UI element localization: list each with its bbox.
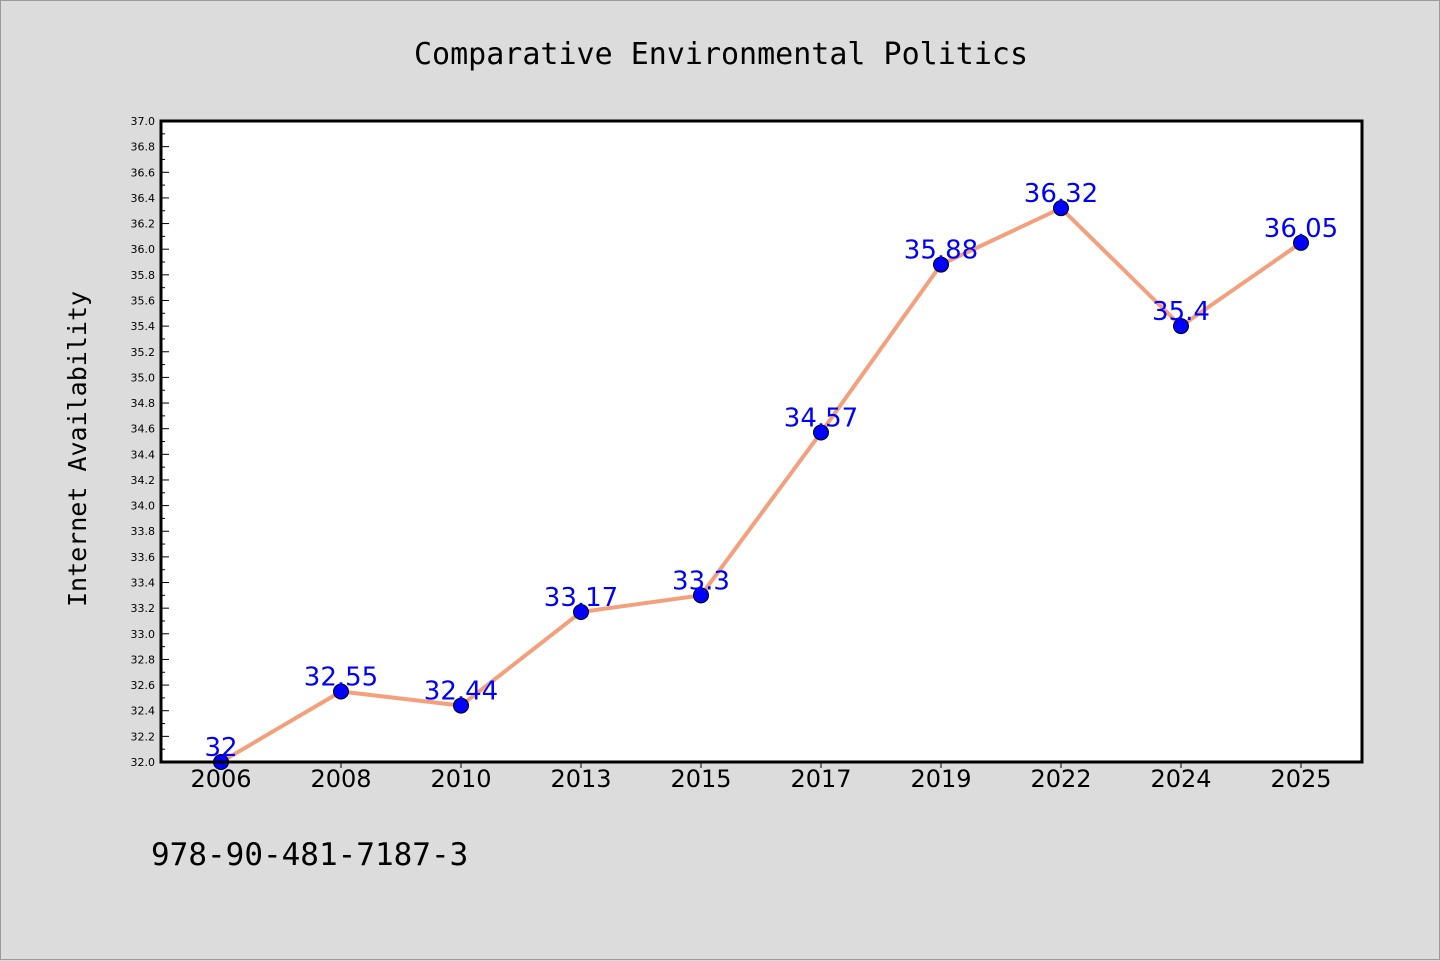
x-tick-label: 2024: [1150, 765, 1211, 793]
y-tick-label: 32.6: [131, 679, 156, 692]
data-point: [1293, 234, 1309, 251]
data-label: 33.3: [672, 566, 730, 596]
y-tick-label: 35.4: [131, 320, 156, 333]
data-label: 34.57: [784, 404, 858, 434]
data-point: [693, 587, 709, 604]
y-tick-label: 33.0: [131, 628, 156, 641]
x-tick-label: 2008: [310, 765, 371, 793]
plot-border: [159, 119, 1364, 764]
y-tick-label: 36.2: [131, 218, 156, 231]
x-tick-label: 2013: [550, 765, 611, 793]
x-tick-label: 2022: [1030, 765, 1091, 793]
data-label: 32.55: [304, 662, 378, 692]
data-point: [453, 697, 469, 714]
y-tick-label: 36.6: [131, 166, 156, 179]
x-tick-label: 2010: [430, 765, 491, 793]
data-labels: 32 32.55 32.44 33.17 33.3 34.57 35.88 36.32 35.4…: [204, 179, 1338, 763]
y-tick-label: 34.4: [131, 448, 156, 461]
data-label: 35.88: [904, 236, 978, 266]
y-axis: 32.0 32.2 32.4 32.6 32.8 33.0 33.2 33.4 33.6 33.8…: [131, 115, 169, 769]
x-axis: 2006 2008 2010 2013 2015 2017 2019 2022 2024 2025: [190, 762, 1332, 793]
data-label: 33.17: [544, 583, 618, 613]
y-tick-label: 34.8: [131, 397, 156, 410]
y-tick-label: 35.8: [131, 269, 156, 282]
data-point: [813, 424, 829, 441]
data-label: 32.44: [424, 677, 498, 707]
data-point: [1053, 200, 1069, 217]
y-tick-label: 34.0: [131, 500, 156, 513]
y-tick-label: 37.0: [131, 115, 156, 128]
y-tick-label: 34.2: [131, 474, 156, 487]
data-series: [213, 200, 1309, 770]
data-point: [573, 604, 589, 621]
y-tick-label: 35.6: [131, 294, 156, 307]
y-axis-label: Internet Availability: [63, 291, 92, 607]
y-tick-label: 36.0: [131, 243, 156, 256]
chart-title: Comparative Environmental Politics: [414, 37, 1028, 72]
data-label: 32: [204, 733, 237, 763]
y-tick-label: 32.4: [131, 705, 156, 718]
y-tick-label: 33.6: [131, 551, 156, 564]
data-point: [933, 256, 949, 273]
y-tick-label: 32.0: [131, 756, 156, 769]
x-tick-label: 2025: [1270, 765, 1331, 793]
y-tick-label: 35.0: [131, 371, 156, 384]
x-tick-label: 2017: [790, 765, 851, 793]
isbn-text: 978-90-481-7187-3: [151, 837, 468, 873]
y-tick-label: 36.8: [131, 141, 156, 154]
y-tick-label: 32.8: [131, 653, 156, 666]
y-tick-label: 33.2: [131, 602, 156, 615]
y-tick-label: 35.2: [131, 346, 156, 359]
y-tick-label: 34.6: [131, 423, 156, 436]
y-tick-label: 33.4: [131, 577, 156, 590]
series-line: [219, 206, 1303, 764]
x-tick-label: 2015: [670, 765, 731, 793]
data-label: 35.4: [1152, 297, 1210, 327]
data-point: [1173, 318, 1189, 335]
y-tick-label: 32.2: [131, 730, 156, 743]
data-point: [333, 683, 349, 700]
x-tick-label: 2019: [910, 765, 971, 793]
plot-area: [161, 121, 1362, 762]
data-label: 36.05: [1264, 214, 1338, 244]
y-tick-label: 33.8: [131, 525, 156, 538]
y-tick-label: 36.4: [131, 192, 156, 205]
data-label: 36.32: [1024, 179, 1098, 209]
